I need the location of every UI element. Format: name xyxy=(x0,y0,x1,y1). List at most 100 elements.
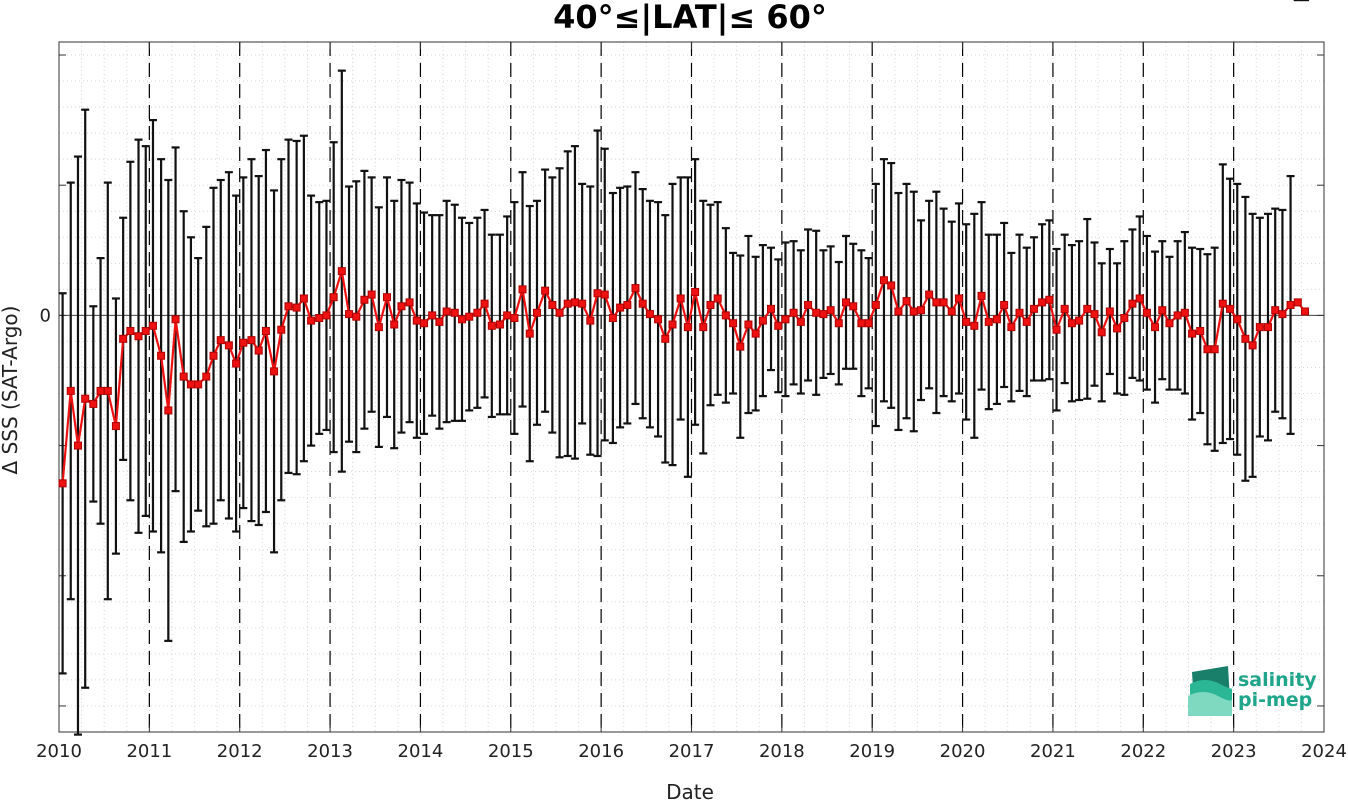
data-point-marker xyxy=(525,329,534,338)
data-point-marker xyxy=(781,315,790,324)
data-point-marker xyxy=(962,317,971,326)
data-point-marker xyxy=(73,441,82,450)
data-point-marker xyxy=(1000,300,1009,309)
data-point-marker xyxy=(600,290,609,299)
data-point-marker xyxy=(435,317,444,326)
data-point-marker xyxy=(683,323,692,332)
logo-line-1: salinity xyxy=(1238,669,1317,691)
data-point-marker xyxy=(638,299,647,308)
data-point-marker xyxy=(1286,300,1295,309)
data-point-marker xyxy=(1226,304,1235,313)
data-point-marker xyxy=(510,314,519,322)
data-point-marker xyxy=(405,298,414,307)
x-tick-label: 2014 xyxy=(398,741,444,762)
data-point-marker xyxy=(367,290,376,299)
data-point-marker xyxy=(706,300,715,309)
data-point-marker xyxy=(1210,345,1219,354)
data-point-marker xyxy=(826,306,835,315)
data-point-marker xyxy=(103,386,112,395)
data-point-marker xyxy=(1263,323,1272,332)
data-point-marker xyxy=(337,267,346,276)
data-point-marker xyxy=(661,334,670,343)
data-point-marker xyxy=(902,297,911,306)
data-point-marker xyxy=(148,321,157,330)
data-point-marker xyxy=(1165,319,1174,328)
data-point-marker xyxy=(315,314,324,322)
x-tick-label: 2020 xyxy=(940,741,986,762)
y-axis-label: Δ SSS (SAT-Argo) xyxy=(0,306,22,475)
data-point-marker xyxy=(345,310,354,319)
data-point-marker xyxy=(1233,315,1242,324)
data-point-marker xyxy=(925,290,934,299)
data-point-marker xyxy=(623,300,632,309)
data-point-marker xyxy=(729,319,738,328)
data-point-marker xyxy=(420,319,429,328)
data-point-marker xyxy=(239,338,248,347)
data-point-marker xyxy=(247,336,256,345)
data-point-marker xyxy=(608,314,617,322)
data-point-marker xyxy=(796,317,805,326)
data-point-marker xyxy=(1203,345,1212,354)
data-point-marker xyxy=(1083,304,1092,313)
data-point-marker xyxy=(232,359,241,368)
data-point-marker xyxy=(224,341,233,350)
data-point-marker xyxy=(322,311,331,320)
data-point-marker xyxy=(548,300,557,309)
data-point-marker xyxy=(397,302,406,311)
data-point-marker xyxy=(616,303,625,312)
x-tick-label: 2016 xyxy=(578,741,624,762)
data-point-marker xyxy=(495,320,504,329)
x-tick-label: 2017 xyxy=(669,741,715,762)
plot-area: 2010 2011 2012 2013 2014 2015 2016 2017 2018 2019… xyxy=(36,0,1347,762)
data-point-marker xyxy=(1075,316,1084,325)
data-point-marker xyxy=(970,321,979,330)
data-point-marker xyxy=(1113,324,1122,333)
data-point-marker xyxy=(654,315,663,324)
data-point-marker xyxy=(254,346,263,355)
x-tick-label: 2023 xyxy=(1211,741,1257,762)
logo-waves-icon xyxy=(1188,666,1233,716)
data-point-marker xyxy=(977,291,986,300)
data-point-marker xyxy=(939,298,948,307)
salinity-pi-mep-logo: salinity pi-mep xyxy=(1188,666,1317,716)
data-point-marker xyxy=(1067,319,1076,328)
data-point-marker xyxy=(668,320,677,329)
data-point-marker xyxy=(352,312,361,321)
data-point-marker xyxy=(758,316,767,325)
data-point-marker xyxy=(1218,299,1227,308)
data-point-marker xyxy=(141,327,150,336)
data-point-marker xyxy=(96,386,105,395)
data-point-marker xyxy=(954,294,963,303)
y-tick-label: 0 xyxy=(40,305,51,326)
data-point-marker xyxy=(503,311,512,320)
data-point-marker xyxy=(374,323,383,332)
data-point-marker xyxy=(871,300,880,309)
data-point-marker xyxy=(676,294,685,303)
data-point-marker xyxy=(164,406,173,415)
data-point-marker xyxy=(691,287,700,296)
data-point-marker xyxy=(774,321,783,330)
data-point-marker xyxy=(194,380,203,389)
data-point-marker xyxy=(1105,307,1114,316)
data-point-marker xyxy=(360,295,369,304)
data-point-marker xyxy=(1022,317,1031,326)
data-point-marker xyxy=(442,307,451,316)
data-point-marker xyxy=(736,342,745,351)
series-line xyxy=(61,270,1306,484)
data-point-marker xyxy=(186,380,195,389)
logo-line-2: pi-mep xyxy=(1238,689,1312,711)
data-point-marker xyxy=(1278,310,1287,319)
data-point-marker xyxy=(307,316,316,325)
data-point-marker xyxy=(412,316,421,325)
data-point-marker xyxy=(329,293,338,302)
data-point-marker xyxy=(645,310,654,319)
x-tick-label: 2011 xyxy=(126,741,172,762)
data-point-marker xyxy=(909,307,918,316)
data-point-marker xyxy=(89,399,98,408)
data-point-marker xyxy=(382,293,391,302)
data-point-marker xyxy=(1120,314,1129,322)
data-point-marker xyxy=(593,289,602,298)
data-point-marker xyxy=(487,321,496,330)
data-point-marker xyxy=(984,317,993,326)
